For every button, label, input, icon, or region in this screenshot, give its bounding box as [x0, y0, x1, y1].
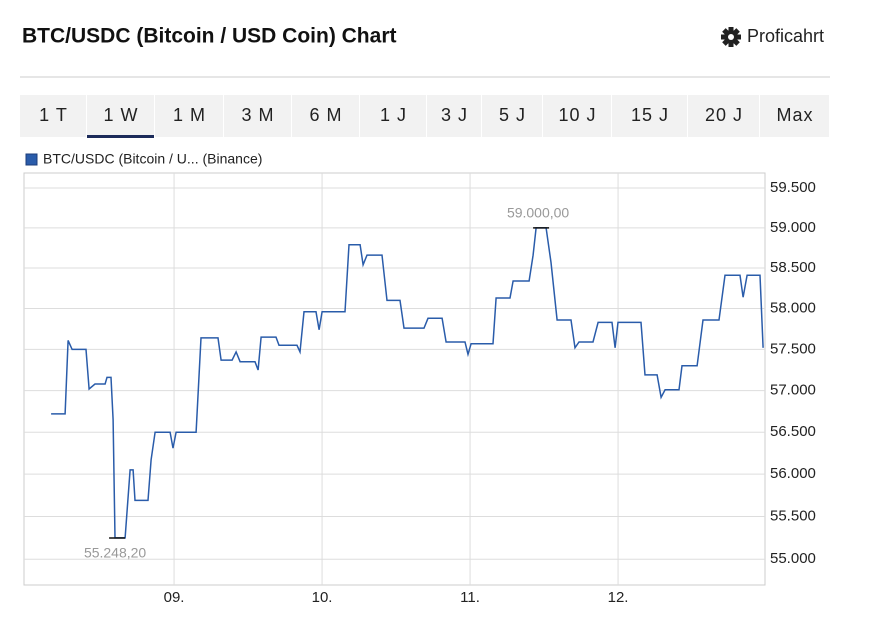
legend-swatch [25, 153, 38, 166]
tab-bg[interactable] [224, 95, 291, 137]
tab[interactable]: 3 J [441, 105, 468, 125]
tab-bg[interactable] [292, 95, 359, 137]
gear-icon[interactable] [721, 27, 741, 47]
y-tick-label: 59.000 [770, 219, 816, 236]
y-tick-label: 58.500 [770, 259, 816, 276]
tab-bg[interactable] [482, 95, 542, 137]
tab[interactable]: 20 J [705, 105, 743, 125]
x-tick-label: 10. [312, 589, 333, 606]
tab-bg[interactable] [20, 95, 86, 137]
tab-bg[interactable] [87, 95, 154, 137]
annotation-label: 59.000,00 [507, 205, 569, 221]
y-tick-label: 55.000 [770, 550, 816, 567]
tab-selected-underline [87, 135, 154, 138]
x-tick-label: 09. [164, 589, 185, 606]
tab[interactable]: 1 T [39, 105, 68, 125]
y-tick-label: 56.500 [770, 423, 816, 440]
tab-bg[interactable] [360, 95, 426, 137]
annotation-label: 55.248,20 [84, 545, 146, 561]
tab[interactable]: 1 M [173, 105, 206, 125]
y-tick-label: 59.500 [770, 179, 816, 196]
x-tick-label: 12. [608, 589, 629, 606]
tab[interactable]: Max [776, 105, 813, 125]
tab[interactable]: 1 W [103, 105, 138, 125]
tab[interactable]: 3 M [241, 105, 274, 125]
page-title: BTC/USDC (Bitcoin / USD Coin) Chart [22, 25, 396, 48]
tab[interactable]: 6 M [309, 105, 342, 125]
tab-bg[interactable] [688, 95, 759, 137]
plot-frame [23, 172, 766, 586]
legend-label: BTC/USDC (Bitcoin / U... (Binance) [43, 151, 262, 167]
tab-bg[interactable] [760, 95, 829, 137]
x-tick-label: 11. [460, 589, 480, 606]
tab[interactable]: 10 J [558, 105, 596, 125]
tab[interactable]: 1 J [380, 105, 407, 125]
y-tick-label: 56.000 [770, 465, 816, 482]
proficahrt-link[interactable]: Proficahrt [747, 26, 824, 46]
y-tick-label: 55.500 [770, 507, 816, 524]
tab-bg[interactable] [155, 95, 223, 137]
tab[interactable]: 15 J [631, 105, 669, 125]
y-tick-label: 58.000 [770, 300, 816, 317]
y-tick-label: 57.500 [770, 340, 816, 357]
tab-bg[interactable] [612, 95, 687, 137]
tab-bg[interactable] [427, 95, 481, 137]
y-tick-label: 57.000 [770, 382, 816, 399]
tab-bg[interactable] [543, 95, 611, 137]
price-line [51, 227, 764, 539]
tab[interactable]: 5 J [499, 105, 526, 125]
